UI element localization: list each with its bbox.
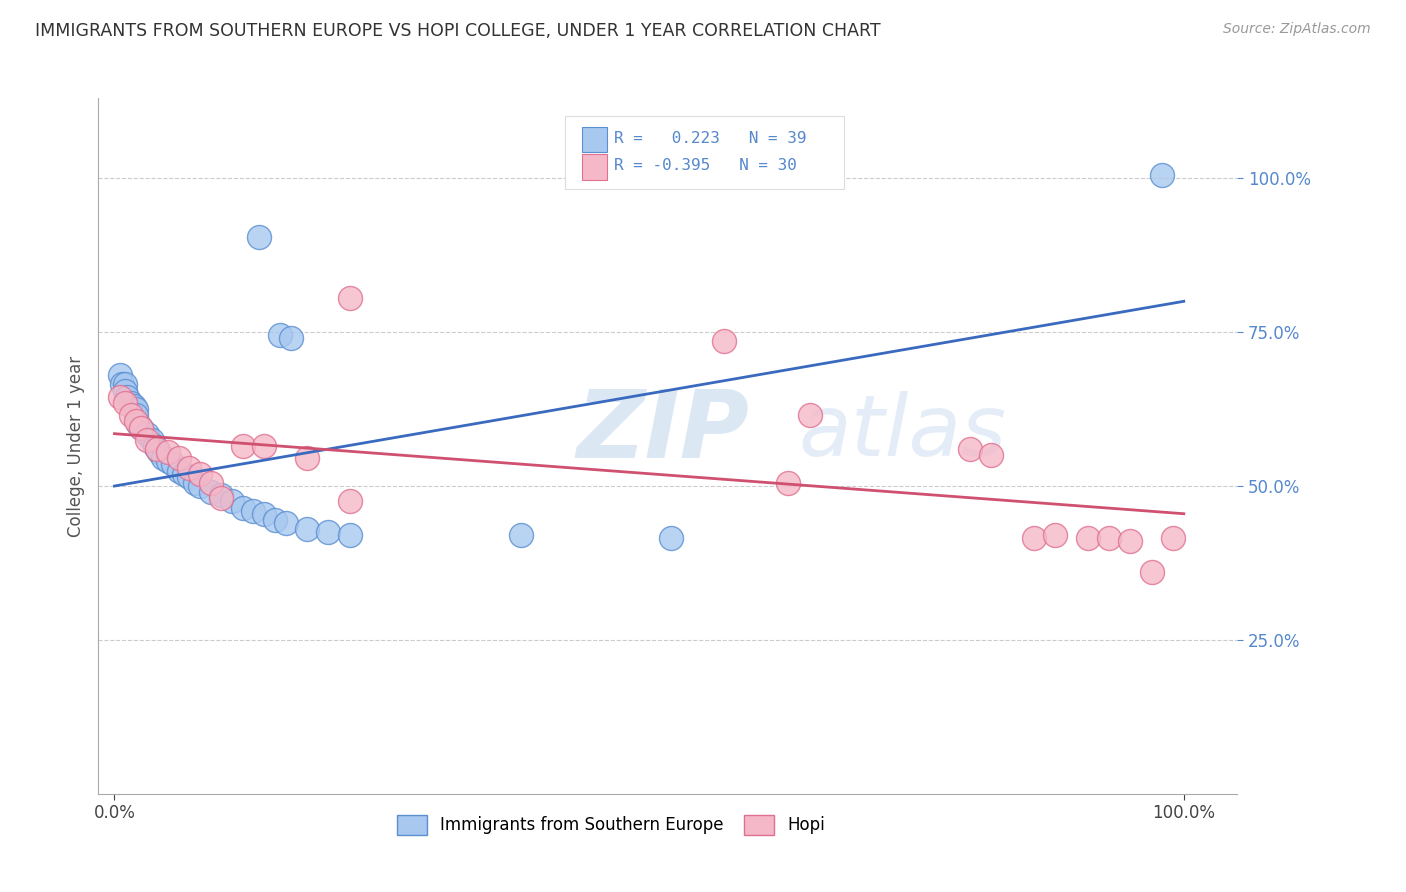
Point xyxy=(127,417,149,432)
FancyBboxPatch shape xyxy=(582,128,607,153)
Point xyxy=(713,334,735,349)
Point xyxy=(156,445,179,459)
Point xyxy=(1119,534,1142,549)
Point xyxy=(156,454,179,468)
Point xyxy=(253,439,276,453)
Point xyxy=(135,433,157,447)
Point xyxy=(1022,532,1045,546)
Point xyxy=(269,328,291,343)
Text: atlas: atlas xyxy=(799,391,1007,474)
Point xyxy=(152,451,174,466)
Point xyxy=(200,475,222,490)
Y-axis label: College, Under 1 year: College, Under 1 year xyxy=(66,355,84,537)
Point xyxy=(247,229,270,244)
Point xyxy=(295,522,318,536)
Point xyxy=(179,470,201,484)
Point xyxy=(339,494,361,508)
Point xyxy=(179,460,201,475)
Point xyxy=(143,439,166,453)
Point xyxy=(339,291,361,305)
Point xyxy=(162,458,184,472)
Point xyxy=(318,525,340,540)
Point xyxy=(129,420,152,434)
Point xyxy=(167,451,190,466)
Point xyxy=(1161,532,1184,546)
Point xyxy=(959,442,981,456)
Point xyxy=(274,516,297,530)
Point xyxy=(125,408,148,422)
Point xyxy=(135,426,157,441)
Text: IMMIGRANTS FROM SOUTHERN EUROPE VS HOPI COLLEGE, UNDER 1 YEAR CORRELATION CHART: IMMIGRANTS FROM SOUTHERN EUROPE VS HOPI … xyxy=(35,22,880,40)
Point xyxy=(148,445,170,459)
Point xyxy=(114,396,136,410)
Point xyxy=(120,408,142,422)
Point xyxy=(232,500,254,515)
Point xyxy=(232,439,254,453)
Point xyxy=(111,377,134,392)
Point xyxy=(1077,532,1099,546)
Point xyxy=(1140,566,1163,580)
Point xyxy=(146,442,169,456)
Point xyxy=(280,331,302,345)
Point xyxy=(173,467,195,481)
Legend: Immigrants from Southern Europe, Hopi: Immigrants from Southern Europe, Hopi xyxy=(391,809,831,841)
Point xyxy=(209,488,232,502)
FancyBboxPatch shape xyxy=(582,154,607,179)
Point xyxy=(141,433,163,447)
Point xyxy=(129,420,152,434)
Point xyxy=(117,390,139,404)
Point xyxy=(778,475,800,490)
Point xyxy=(114,384,136,398)
Text: R =   0.223   N = 39: R = 0.223 N = 39 xyxy=(614,131,807,146)
Text: Source: ZipAtlas.com: Source: ZipAtlas.com xyxy=(1223,22,1371,37)
Point xyxy=(108,368,131,383)
Point xyxy=(263,513,285,527)
Point xyxy=(509,528,531,542)
Point xyxy=(253,507,276,521)
Point xyxy=(242,503,264,517)
Point xyxy=(125,414,148,428)
Point xyxy=(120,396,142,410)
Point xyxy=(209,491,232,506)
Text: R = -0.395   N = 30: R = -0.395 N = 30 xyxy=(614,158,797,173)
Point xyxy=(1045,528,1067,542)
Point xyxy=(295,451,318,466)
FancyBboxPatch shape xyxy=(565,116,845,188)
Text: ZIP: ZIP xyxy=(576,386,749,478)
Point xyxy=(1098,532,1121,546)
Point xyxy=(114,377,136,392)
Point xyxy=(188,479,211,493)
Point xyxy=(125,402,148,417)
Point xyxy=(799,408,821,422)
Point xyxy=(221,494,243,508)
Point xyxy=(188,467,211,481)
Point xyxy=(339,528,361,542)
Point xyxy=(183,475,205,490)
Point xyxy=(167,464,190,478)
Point xyxy=(1152,168,1174,182)
Point xyxy=(122,399,145,413)
Point xyxy=(108,390,131,404)
Point xyxy=(146,442,169,456)
Point xyxy=(200,485,222,500)
Point xyxy=(980,448,1002,462)
Point xyxy=(659,532,682,546)
